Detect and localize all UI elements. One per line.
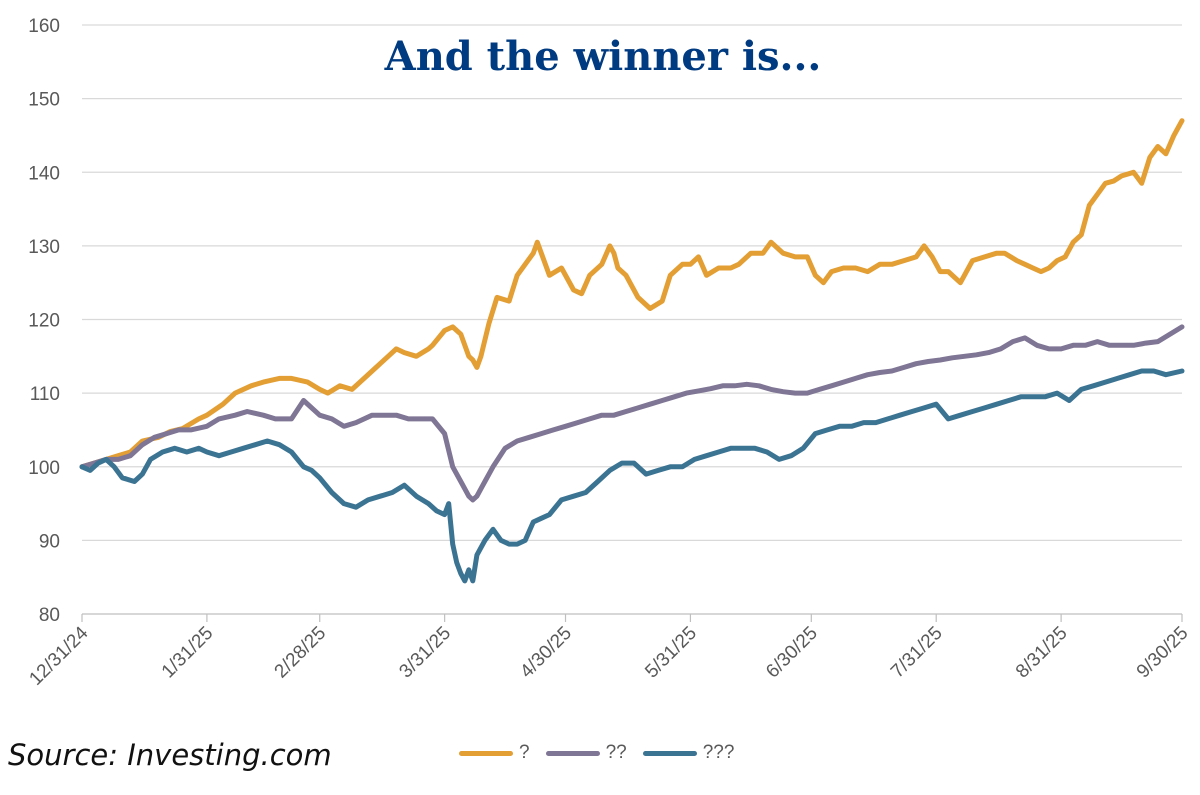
chart-title: And the winner is...	[384, 33, 822, 80]
legend-item: ?	[459, 742, 530, 764]
y-tick-label: 120	[28, 311, 60, 332]
legend-swatch-series-3	[642, 750, 697, 756]
x-tick-label: 3/31/25	[395, 623, 455, 683]
x-tick-label: 6/30/25	[762, 623, 822, 683]
y-tick-label: 110	[30, 384, 60, 405]
x-tick-label: 4/30/25	[516, 623, 576, 683]
legend-item: ??	[545, 742, 627, 764]
x-axis: 12/31/24 1/31/25 2/28/25 3/31/25 4/30/25 5/31…	[25, 614, 1193, 690]
legend: ? ?? ???	[459, 742, 750, 764]
legend-item: ???	[642, 742, 735, 764]
gridlines	[82, 24, 1182, 615]
y-axis-ticks: 80 90 100 110 120 130 140 150 160	[28, 16, 60, 626]
y-tick-label: 140	[28, 163, 60, 184]
legend-label: ??	[605, 742, 627, 763]
x-tick-label: 2/28/25	[271, 623, 331, 683]
y-tick-label: 80	[39, 605, 60, 626]
series-line-1	[79, 118, 1185, 470]
x-tick-label: 9/30/25	[1133, 623, 1193, 683]
x-tick-label: 5/31/25	[641, 623, 701, 683]
y-tick-label: 90	[39, 531, 60, 552]
x-tick-label: 7/31/25	[887, 623, 947, 683]
y-tick-label: 150	[28, 90, 60, 111]
y-tick-label: 100	[28, 458, 60, 479]
series-lines	[79, 118, 1185, 584]
legend-swatch-series-2	[545, 750, 600, 756]
legend-label: ?	[519, 742, 530, 763]
x-tick-label: 12/31/24	[25, 622, 92, 689]
series-line-2	[79, 324, 1185, 503]
x-tick-label: 1/31/25	[158, 623, 218, 683]
x-tick-label: 8/31/25	[1012, 623, 1072, 683]
y-tick-label: 130	[28, 237, 60, 258]
legend-label: ???	[702, 742, 735, 763]
legend-swatch-series-1	[459, 750, 513, 756]
y-tick-label: 160	[28, 16, 60, 37]
series-line-3	[79, 368, 1185, 584]
source-note: Source: Investing.com	[8, 738, 332, 772]
